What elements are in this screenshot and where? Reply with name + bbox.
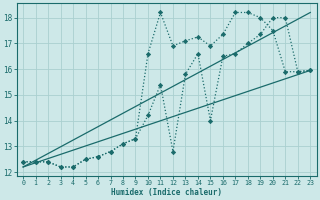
X-axis label: Humidex (Indice chaleur): Humidex (Indice chaleur) bbox=[111, 188, 222, 197]
